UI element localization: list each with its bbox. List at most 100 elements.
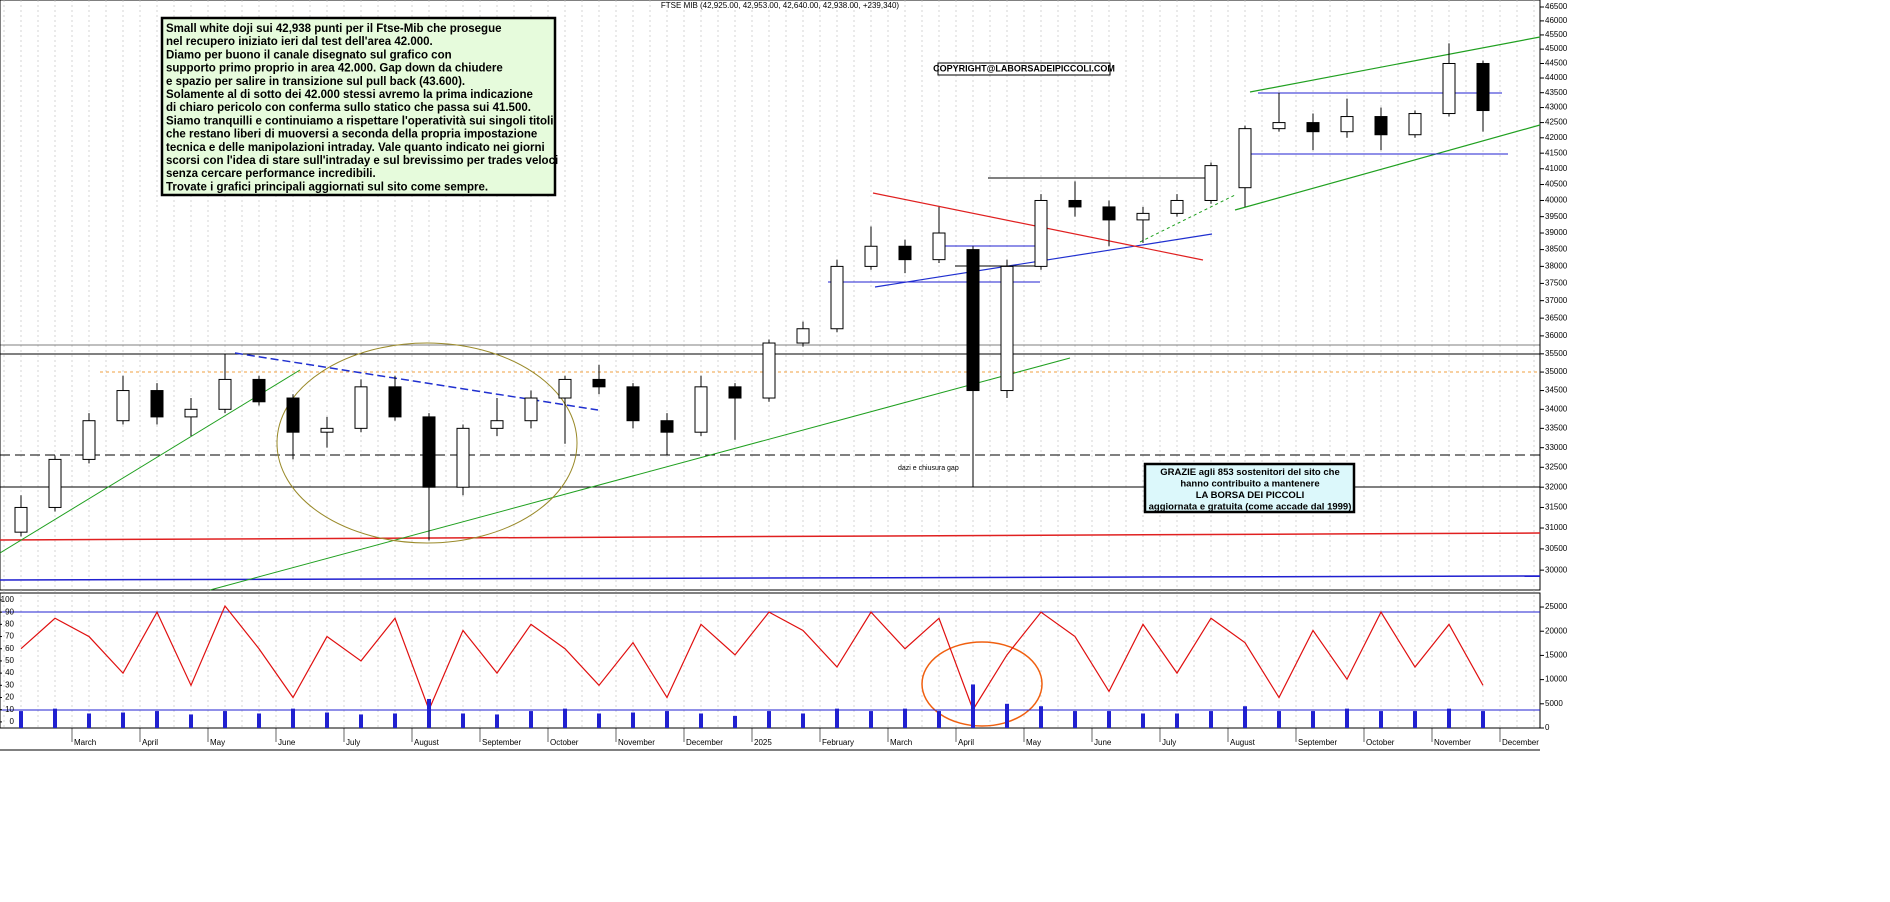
candle-body [252, 378, 266, 403]
chart-title: FTSE MIB (42,925.00, 42,953.00, 42,640.0… [661, 1, 900, 10]
volume-bar [1175, 713, 1179, 728]
x-tick-label: June [1094, 738, 1112, 747]
y-tick-label: 43500 [1545, 88, 1568, 97]
x-tick-label: March [890, 738, 912, 747]
candle-body [694, 386, 708, 433]
candle-body [728, 386, 742, 399]
x-tick-label: March [74, 738, 96, 747]
candle-body [1374, 116, 1388, 136]
comment-line: Solamente al di sotto dei 42.000 stessi … [166, 89, 533, 101]
volume-bar [19, 711, 23, 728]
candle-body [116, 390, 130, 422]
x-tick-label: September [482, 738, 521, 747]
thanks-line: aggiornata e gratuita (come accade dal 1… [1149, 502, 1352, 513]
y-tick-label: 50 [5, 656, 14, 665]
y-tick-label: 42000 [1545, 133, 1568, 142]
candle-body [762, 342, 776, 399]
volume-bar [1141, 713, 1145, 728]
comment-line: tecnica e delle manipolazioni intraday. … [166, 142, 545, 154]
x-tick-label: July [346, 738, 360, 747]
candle-body [490, 420, 504, 429]
thanks-line: GRAZIE agli 853 sostenitori del sito che [1160, 467, 1340, 478]
candle-body [1170, 199, 1184, 214]
copyright: COPYRIGHT@LABORSADEIPICCOLI.COM [933, 63, 1115, 73]
y2-tick-label: 0 [1545, 723, 1550, 732]
y-tick-label: 45500 [1545, 30, 1568, 39]
candle-body [286, 397, 300, 433]
candle-body [422, 416, 436, 488]
note: dazi e chiusura gap [898, 465, 959, 472]
candle-body [1476, 62, 1490, 112]
y2-tick-label: 10000 [1545, 675, 1568, 684]
y-tick-label: 37500 [1545, 279, 1568, 288]
volume-bar [1107, 711, 1111, 728]
candle-body [1340, 116, 1354, 133]
x-tick-label: November [618, 738, 655, 747]
y-tick-label: 31000 [1545, 523, 1568, 532]
volume-bar [87, 713, 91, 728]
x-tick-label: November [1434, 738, 1471, 747]
y-tick-label: 38000 [1545, 262, 1568, 271]
candle-body [1408, 113, 1422, 136]
volume-bar [801, 713, 805, 728]
candle-body [1442, 62, 1456, 115]
y2-tick-label: 25000 [1545, 602, 1568, 611]
candle-body [524, 397, 538, 422]
y-tick-label: 30 [5, 680, 14, 689]
candle-body [864, 245, 878, 267]
volume-bar [1345, 708, 1349, 728]
candle-body [1306, 122, 1320, 133]
volume-bar [53, 708, 57, 728]
y-tick-label: 90 [5, 607, 14, 616]
volume-bar [189, 714, 193, 728]
x-tick-label: April [958, 738, 974, 747]
y-tick-label: 44000 [1545, 73, 1568, 82]
candle-body [966, 249, 980, 392]
y2-tick-label: 15000 [1545, 651, 1568, 660]
candle-body [1068, 199, 1082, 208]
volume-bar [155, 711, 159, 728]
candle-body [1272, 122, 1286, 130]
y-tick-label: 40 [5, 668, 14, 677]
thanks-line: hanno contribuito a mantenere [1180, 479, 1319, 490]
x-tick-label: May [210, 738, 225, 747]
volume-bar [903, 708, 907, 728]
y-tick-label: 80 [5, 619, 14, 628]
volume-bar [529, 711, 533, 728]
y-tick-label: 33500 [1545, 423, 1568, 432]
x-tick-label: September [1298, 738, 1337, 747]
y-tick-label: 30000 [1545, 565, 1568, 574]
y2-tick-label: 20000 [1545, 626, 1568, 635]
candle-body [14, 506, 28, 533]
volume-bar [1005, 703, 1009, 728]
candle-body [388, 386, 402, 418]
y-tick-label: 34000 [1545, 404, 1568, 413]
candle-body [150, 390, 164, 418]
y-tick-label: 46500 [1545, 2, 1568, 11]
volume-bar [495, 714, 499, 728]
y-tick-label: 40000 [1545, 196, 1568, 205]
volume-bar [597, 713, 601, 728]
candle-body [660, 420, 674, 433]
y-tick-label: 41000 [1545, 164, 1568, 173]
comment-line: di chiaro pericolo con conferma sullo st… [166, 102, 531, 114]
comment-line: Small white doji sui 42,938 punti per il… [166, 23, 502, 35]
y-tick-label: 60 [5, 644, 14, 653]
volume-bar [665, 711, 669, 728]
y-tick-label: 100 [1, 595, 15, 604]
y-tick-label: 45000 [1545, 44, 1568, 53]
y-tick-label: 37000 [1545, 296, 1568, 305]
volume-bar [1243, 706, 1247, 728]
y-tick-label: 30500 [1545, 544, 1568, 553]
x-tick-label: October [1366, 738, 1395, 747]
y-tick-label: 43000 [1545, 103, 1568, 112]
x-tick-label: December [686, 738, 723, 747]
oscillator-line [20, 604, 1484, 712]
x-tick-label: August [414, 738, 440, 747]
volume-bar [223, 711, 227, 728]
candle-body [1034, 199, 1048, 267]
comment-line: che restano liberi di muoversi a seconda… [166, 129, 537, 141]
volume-bar [393, 713, 397, 728]
y-tick-label: 33000 [1545, 443, 1568, 452]
